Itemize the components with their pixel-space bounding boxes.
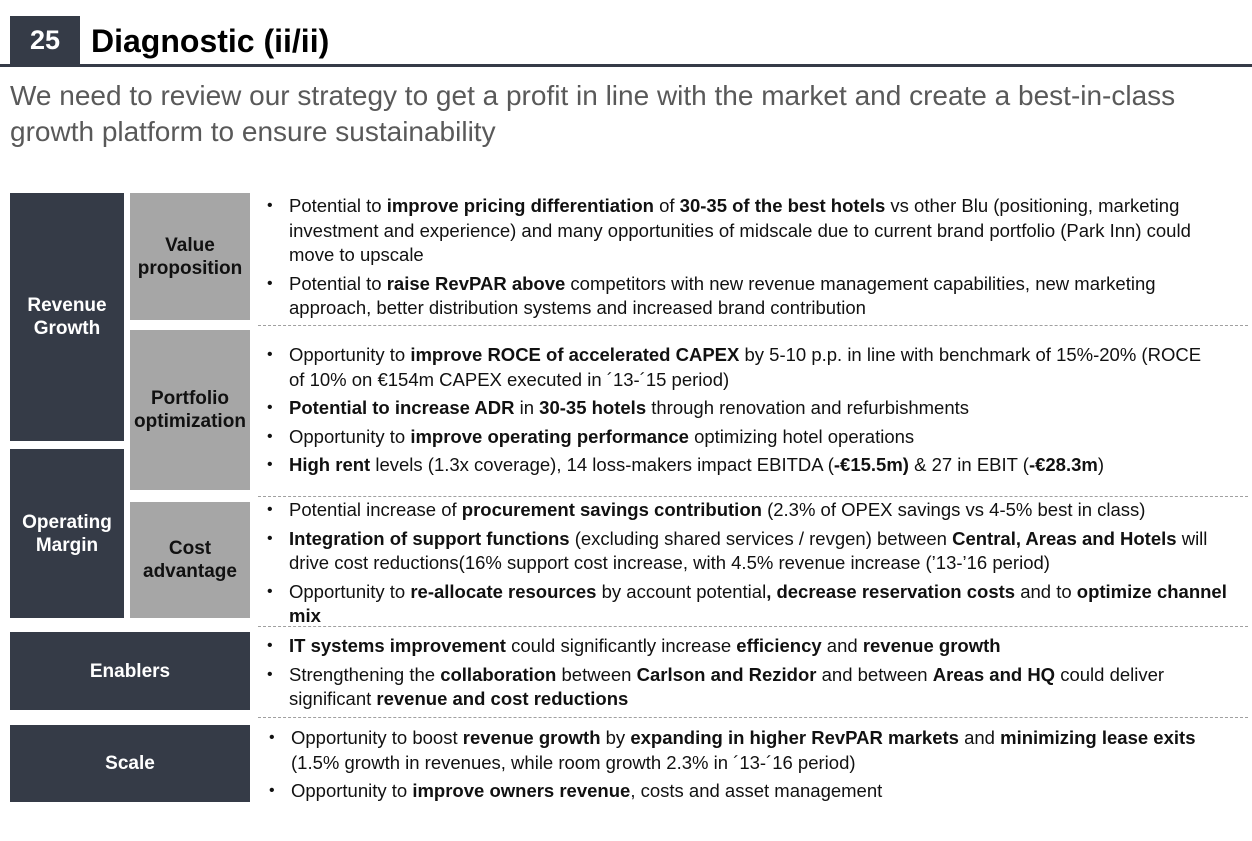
revenue-growth-block: Revenue Growth bbox=[10, 193, 124, 441]
scale-block: Scale bbox=[10, 725, 250, 802]
value-proposition-block: Value proposition bbox=[130, 193, 250, 320]
page-number: 25 bbox=[10, 16, 80, 64]
page-title: Diagnostic (ii/ii) bbox=[91, 23, 330, 59]
scale-bullets: Opportunity to boost revenue growth by e… bbox=[263, 726, 1213, 808]
bullet-item: Opportunity to improve owners revenue, c… bbox=[263, 779, 1213, 804]
bullet-item: Integration of support functions (exclud… bbox=[261, 527, 1246, 576]
bullet-item: Opportunity to improve operating perform… bbox=[261, 425, 1211, 450]
cost-advantage-label: Cost advantage bbox=[143, 538, 237, 582]
page-subtitle: We need to review our strategy to get a … bbox=[10, 80, 1176, 147]
bullet-item: Opportunity to boost revenue growth by e… bbox=[263, 726, 1213, 775]
bullet-item: Potential to increase ADR in 30-35 hotel… bbox=[261, 396, 1211, 421]
operating-margin-label: Operating Margin bbox=[22, 511, 112, 556]
enablers-label: Enablers bbox=[89, 660, 171, 682]
value-proposition-bullets: Potential to improve pricing differentia… bbox=[261, 194, 1211, 325]
divider-line bbox=[258, 717, 1248, 718]
cost-advantage-bullets: Potential increase of procurement saving… bbox=[261, 498, 1246, 633]
portfolio-optimization-bullets: Opportunity to improve ROCE of accelerat… bbox=[261, 343, 1211, 482]
bullet-item: Potential to improve pricing differentia… bbox=[261, 194, 1211, 268]
enablers-block: Enablers bbox=[10, 632, 250, 710]
bullet-item: High rent levels (1.3x coverage), 14 los… bbox=[261, 453, 1211, 478]
bullet-item: Strengthening the collaboration between … bbox=[261, 663, 1221, 712]
portfolio-optimization-block: Portfolio optimization bbox=[130, 330, 250, 490]
portfolio-optimization-label: Portfolio optimization bbox=[134, 388, 246, 432]
bullet-item: Potential increase of procurement saving… bbox=[261, 498, 1246, 523]
value-proposition-label: Value proposition bbox=[137, 234, 243, 279]
bullet-item: Opportunity to re-allocate resources by … bbox=[261, 580, 1246, 629]
title-divider bbox=[0, 64, 1252, 67]
cost-advantage-block: Cost advantage bbox=[130, 502, 250, 618]
enablers-bullets: IT systems improvement could significant… bbox=[261, 634, 1221, 716]
operating-margin-block: Operating Margin bbox=[10, 449, 124, 618]
bullet-item: IT systems improvement could significant… bbox=[261, 634, 1221, 659]
bullet-item: Opportunity to improve ROCE of accelerat… bbox=[261, 343, 1211, 392]
divider-line bbox=[258, 325, 1248, 326]
scale-label: Scale bbox=[105, 753, 155, 774]
revenue-growth-label: Revenue Growth bbox=[27, 295, 107, 339]
divider-line bbox=[258, 496, 1248, 497]
bullet-item: Potential to raise RevPAR above competit… bbox=[261, 272, 1211, 321]
